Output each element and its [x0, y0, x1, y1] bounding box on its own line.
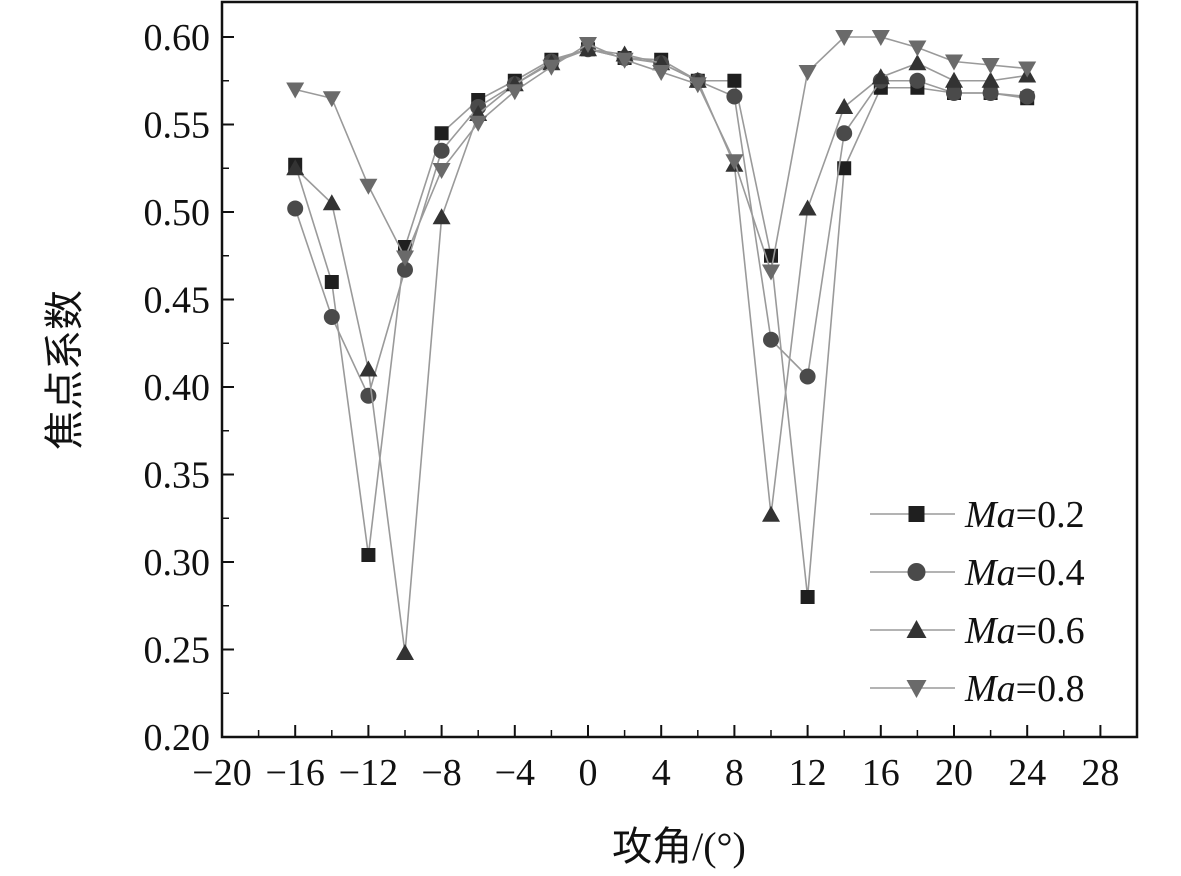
x-axis-title: 攻角/(°)	[612, 824, 746, 869]
x-tick-label: −16	[265, 752, 324, 794]
legend-label: Ma=0.4	[964, 552, 1085, 594]
legend-marker	[906, 680, 927, 698]
x-tick-label: −4	[495, 752, 535, 794]
x-tick-label: −12	[339, 752, 398, 794]
data-point	[835, 98, 854, 114]
legend-label: Ma=0.6	[964, 610, 1085, 652]
data-point	[322, 194, 341, 211]
x-tick-label: 16	[862, 752, 900, 794]
data-point	[726, 88, 743, 105]
data-point	[836, 125, 853, 142]
data-point	[762, 264, 780, 281]
y-tick-label: 0.55	[144, 105, 211, 147]
y-tick-label: 0.50	[144, 192, 211, 234]
data-point	[359, 360, 378, 377]
y-tick-label: 0.35	[144, 455, 211, 497]
data-point	[505, 84, 524, 101]
x-tick-label: 20	[935, 752, 973, 794]
x-tick-label: 12	[789, 752, 827, 794]
x-tick-label: −8	[421, 752, 461, 794]
data-point	[361, 548, 376, 562]
legend-label: Ma=0.2	[964, 494, 1085, 536]
data-point	[286, 159, 305, 176]
series-ma-0-8	[286, 30, 1037, 281]
data-point	[798, 65, 817, 81]
data-point	[432, 208, 451, 225]
data-point	[799, 368, 816, 385]
legend-item: Ma=0.8	[870, 668, 1085, 710]
data-point	[798, 199, 817, 216]
data-point	[945, 71, 963, 88]
y-tick-label: 0.30	[144, 542, 211, 584]
data-point	[286, 82, 305, 99]
data-point	[727, 73, 742, 88]
x-tick-label: 0	[579, 752, 598, 794]
data-point	[360, 387, 377, 404]
data-point	[837, 161, 852, 176]
legend-marker	[907, 563, 926, 581]
data-point	[800, 590, 815, 604]
data-point	[615, 52, 634, 69]
series-ma-0-4	[287, 41, 1036, 404]
data-point	[981, 71, 1000, 88]
data-point	[908, 40, 927, 57]
data-point	[835, 30, 854, 46]
legend-item: Ma=0.2	[870, 494, 1085, 536]
data-point	[982, 85, 999, 101]
data-point	[324, 275, 339, 289]
y-tick-label: 0.60	[144, 17, 211, 59]
y-tick-label: 0.20	[144, 717, 211, 759]
legend-marker	[906, 620, 927, 638]
series-layer	[286, 30, 1037, 660]
data-point	[396, 250, 414, 267]
data-point	[287, 200, 304, 217]
data-point	[322, 91, 341, 108]
legend-label: Ma=0.8	[964, 668, 1085, 710]
data-point	[688, 77, 707, 94]
data-point	[725, 154, 744, 171]
data-point	[542, 59, 561, 76]
data-point	[1018, 61, 1037, 78]
x-tick-label: 4	[652, 752, 671, 794]
data-point	[469, 115, 488, 132]
x-tick-label: 28	[1081, 752, 1119, 794]
data-point	[871, 30, 890, 46]
data-point	[909, 72, 926, 89]
data-point	[397, 261, 413, 278]
y-tick-label: 0.45	[144, 280, 211, 322]
y-tick-label: 0.25	[144, 630, 211, 672]
series-ma-0-6	[286, 40, 1037, 660]
data-point	[946, 85, 962, 101]
legend: Ma=0.2 Ma=0.4 Ma=0.6 Ma=0.8	[870, 494, 1085, 710]
data-point	[908, 54, 927, 71]
data-point	[981, 58, 1000, 74]
data-point	[323, 309, 340, 325]
legend-marker	[908, 506, 925, 522]
plot-frame	[220, 0, 1139, 739]
data-point	[434, 126, 449, 141]
x-tick-label: 8	[725, 752, 744, 794]
x-tick-label: −20	[192, 752, 251, 794]
data-point	[871, 68, 890, 85]
data-point	[1019, 88, 1036, 105]
data-point	[652, 65, 671, 81]
axes-layer: 0.200.250.300.350.400.450.500.550.60−20−…	[144, 0, 1139, 794]
y-axis-title: 焦点系数	[42, 290, 87, 450]
series-line	[294, 48, 1028, 654]
data-point	[579, 37, 597, 53]
data-point	[762, 505, 780, 522]
legend-item: Ma=0.6	[870, 610, 1085, 652]
data-point	[763, 331, 779, 348]
data-point	[432, 163, 451, 179]
legend-item: Ma=0.4	[870, 552, 1085, 594]
data-point	[433, 142, 450, 159]
data-point	[359, 178, 378, 195]
data-point	[396, 644, 414, 660]
data-point	[945, 54, 963, 71]
series-line	[294, 48, 1028, 399]
x-tick-label: 24	[1008, 752, 1046, 794]
y-tick-label: 0.40	[144, 367, 211, 409]
